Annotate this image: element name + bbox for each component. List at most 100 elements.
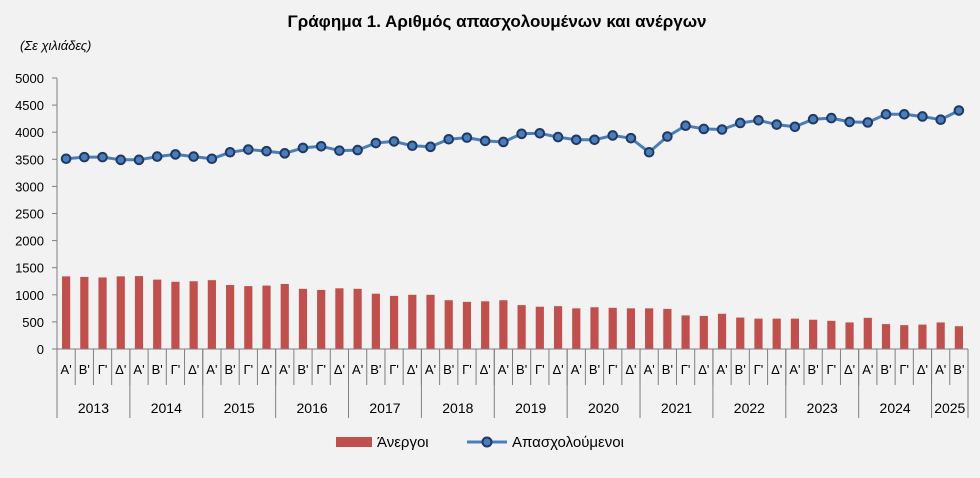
y-tick-label: 500: [22, 315, 44, 330]
bar-unemployed: [535, 306, 544, 349]
point-employed: [279, 148, 291, 159]
chart-title: Γράφημα 1. Αριθμός απασχολουμένων και αν…: [287, 12, 706, 31]
y-tick-label: 2500: [15, 207, 44, 222]
x-tick-label-quarter: Β': [589, 362, 600, 377]
line-employed: [65, 109, 960, 162]
bar-unemployed: [936, 322, 945, 349]
bar-unemployed: [116, 276, 125, 349]
x-tick-label-quarter: Γ': [171, 362, 181, 377]
x-tick-label-quarter: Α': [206, 362, 217, 377]
x-tick-label-quarter: Β': [225, 362, 236, 377]
bar-unemployed: [626, 308, 636, 349]
point-employed: [680, 120, 691, 131]
x-tick-label-year: 2013: [78, 400, 109, 416]
legend: Άνεργοι Απασχολούμενοι: [336, 434, 624, 451]
bar-unemployed: [572, 308, 581, 349]
x-tick-label-quarter: Α': [789, 362, 800, 377]
y-tick-label: 2000: [15, 234, 44, 249]
x-tick-label-quarter: Α': [935, 362, 946, 377]
bar-unemployed: [681, 315, 690, 349]
bar-unemployed: [918, 324, 927, 349]
x-tick-label-quarter: Δ': [625, 362, 636, 377]
point-employed: [206, 153, 218, 165]
x-tick-label-quarter: Β': [880, 362, 891, 377]
x-tick-label-quarter: Β': [297, 362, 308, 377]
point-employed: [315, 140, 327, 152]
x-tick-label-quarter: Α': [644, 362, 655, 377]
bar-unemployed: [171, 281, 180, 349]
bar-unemployed: [225, 285, 235, 349]
point-employed: [498, 136, 509, 148]
point-employed: [170, 149, 181, 160]
point-employed: [534, 127, 546, 139]
x-tick-label-quarter: Γ': [754, 362, 764, 377]
bar-unemployed: [62, 276, 71, 349]
point-employed: [479, 135, 491, 147]
point-employed: [607, 130, 619, 141]
point-employed: [844, 116, 855, 128]
bar-unemployed: [389, 295, 399, 349]
y-tick-label: 1000: [15, 288, 44, 303]
x-tick-label-year: 2023: [807, 400, 838, 416]
point-employed: [589, 134, 600, 146]
x-tick-label-quarter: Γ': [243, 362, 253, 377]
bar-unemployed: [298, 288, 308, 349]
bar-unemployed: [335, 288, 344, 349]
x-tick-label-quarter: Β': [152, 362, 163, 377]
x-tick-label-quarter: Δ': [844, 362, 855, 377]
bar-unemployed: [262, 285, 271, 349]
point-employed: [60, 153, 72, 165]
bar-unemployed: [845, 322, 854, 349]
bar-unemployed: [954, 326, 963, 349]
bar-unemployed: [80, 276, 89, 349]
bar-unemployed: [645, 308, 654, 349]
x-tick-label-quarter: Γ': [389, 362, 399, 377]
bar-unemployed: [772, 318, 781, 349]
x-tick-label-quarter: Γ': [608, 362, 618, 377]
y-tick-label: 3000: [15, 179, 44, 194]
point-employed: [133, 154, 145, 166]
point-employed: [243, 144, 254, 155]
x-tick-label-quarter: Δ': [407, 362, 418, 377]
point-employed: [388, 136, 400, 147]
bar-unemployed: [481, 301, 490, 349]
x-tick-label-quarter: Δ': [115, 362, 126, 377]
x-tick-label-quarter: Α': [352, 362, 363, 377]
point-employed: [297, 142, 309, 154]
x-tick-label-quarter: Δ': [188, 362, 199, 377]
x-tick-label-year: 2016: [297, 400, 328, 416]
point-employed: [151, 151, 163, 162]
bar-unemployed: [881, 324, 891, 349]
bar-unemployed: [790, 318, 800, 349]
x-tick-label-quarter: Δ': [261, 362, 272, 377]
bar-unemployed: [900, 325, 909, 349]
bar-unemployed: [444, 300, 453, 349]
bar-unemployed: [134, 276, 144, 349]
point-employed: [662, 131, 673, 142]
bar-unemployed: [408, 294, 417, 349]
x-tick-label-quarter: Β': [443, 362, 454, 377]
x-tick-label-quarter: Δ': [771, 362, 782, 377]
x-tick-label-quarter: Β': [808, 362, 819, 377]
point-employed: [570, 134, 582, 146]
bar-unemployed: [153, 279, 162, 349]
bar-unemployed: [244, 286, 253, 349]
x-tick-label-year: 2015: [224, 400, 255, 416]
bar-unemployed: [371, 293, 380, 349]
bar-unemployed: [827, 320, 836, 349]
units-note: (Σε χιλιάδες): [20, 38, 91, 53]
legend-swatch-employed-marker: [481, 436, 493, 448]
point-employed: [224, 146, 236, 158]
point-employed: [917, 111, 928, 122]
y-tick-label: 4500: [15, 98, 44, 113]
x-tick-label-year: 2022: [734, 400, 765, 416]
point-employed: [862, 117, 874, 128]
bar-unemployed: [189, 281, 198, 349]
x-tick-label-quarter: Β': [516, 362, 527, 377]
x-tick-label-quarter: Α': [571, 362, 582, 377]
x-tick-label-quarter: Γ': [681, 362, 691, 377]
x-tick-label-quarter: Α': [498, 362, 509, 377]
x-tick-label-year: 2021: [661, 400, 692, 416]
legend-swatch-unemployed: [336, 437, 372, 447]
bar-unemployed: [317, 289, 326, 349]
